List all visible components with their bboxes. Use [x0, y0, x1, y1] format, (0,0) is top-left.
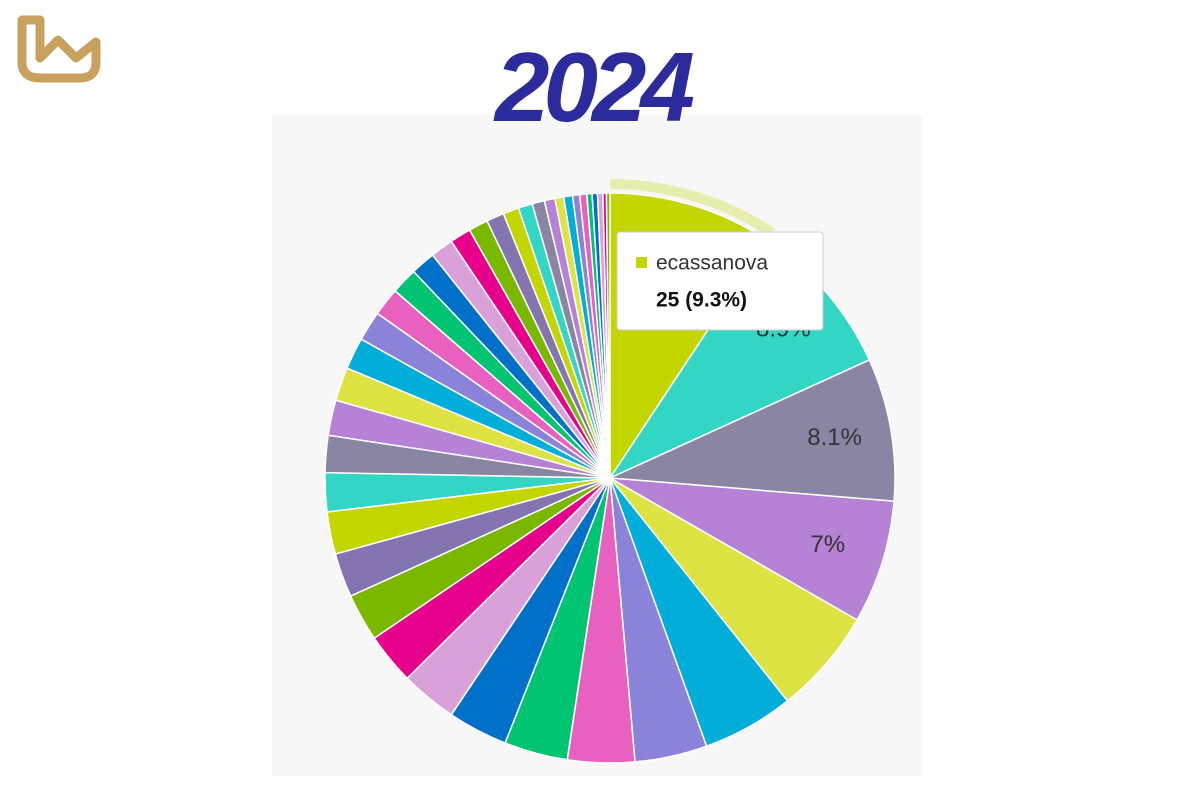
tooltip-swatch: [636, 257, 647, 268]
pie: [324, 179, 896, 764]
site-logo: [17, 15, 101, 83]
tooltip-value: 25 (9.3%): [656, 289, 747, 312]
slice: [605, 192, 611, 479]
banner-title: 2024: [493, 32, 694, 142]
slice: [609, 477, 895, 622]
tooltip-name: ecassanova: [656, 252, 768, 275]
tooltip-box: [616, 231, 824, 331]
tooltip: ecassanova 25 (9.3%): [616, 231, 824, 331]
slice-highlight: [610, 179, 775, 237]
slice: [607, 358, 896, 503]
slice-label: 7%: [810, 531, 845, 558]
slice-label: 8.1%: [807, 424, 862, 451]
